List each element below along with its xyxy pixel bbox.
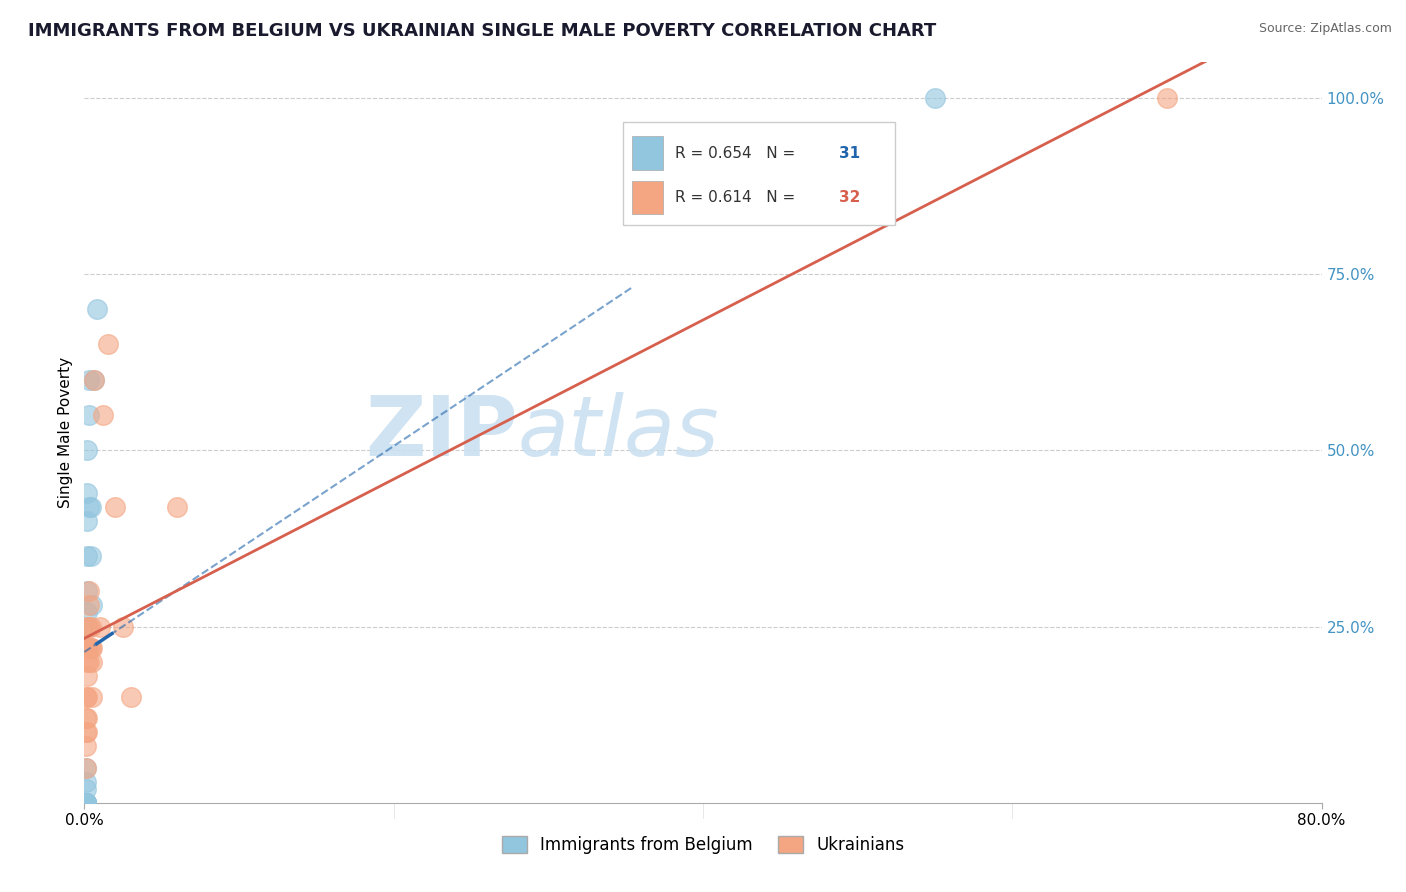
Point	[75, 760, 97, 774]
Point	[79, 549, 101, 563]
Point	[75, 796, 97, 810]
Point	[75, 796, 97, 810]
Text: IMMIGRANTS FROM BELGIUM VS UKRAINIAN SINGLE MALE POVERTY CORRELATION CHART: IMMIGRANTS FROM BELGIUM VS UKRAINIAN SIN…	[28, 22, 936, 40]
Point	[75, 760, 97, 774]
Point	[166, 500, 188, 514]
FancyBboxPatch shape	[633, 136, 664, 169]
Point	[75, 711, 97, 725]
Point	[79, 500, 101, 514]
Point	[83, 373, 105, 387]
Point	[76, 669, 98, 683]
Point	[77, 640, 100, 655]
Point	[79, 640, 101, 655]
Point	[75, 796, 97, 810]
Point	[75, 796, 97, 810]
Point	[82, 599, 104, 613]
Point	[76, 655, 98, 669]
Point	[1156, 91, 1178, 105]
FancyBboxPatch shape	[623, 121, 894, 226]
Point	[76, 725, 98, 739]
Point	[75, 796, 97, 810]
Point	[77, 655, 100, 669]
Point	[96, 337, 118, 351]
Point	[76, 619, 98, 633]
Point	[77, 373, 100, 387]
Point	[75, 796, 97, 810]
Point	[77, 584, 100, 599]
Point	[76, 443, 98, 458]
Point	[76, 549, 98, 563]
Point	[120, 690, 142, 704]
Text: atlas: atlas	[517, 392, 718, 473]
Point	[83, 373, 105, 387]
Point	[104, 500, 127, 514]
Point	[75, 739, 97, 754]
Point	[76, 619, 98, 633]
Point	[76, 584, 98, 599]
Point	[75, 796, 97, 810]
Point	[76, 690, 98, 704]
Point	[75, 796, 97, 810]
Point	[82, 640, 104, 655]
Point	[89, 619, 111, 633]
Point	[76, 640, 98, 655]
Text: 32: 32	[839, 190, 860, 205]
Point	[112, 619, 135, 633]
Point	[75, 796, 97, 810]
Point	[82, 655, 104, 669]
Y-axis label: Single Male Poverty: Single Male Poverty	[58, 357, 73, 508]
Point	[76, 485, 98, 500]
Text: 31: 31	[839, 146, 860, 161]
Point	[77, 619, 100, 633]
Point	[76, 606, 98, 620]
Point	[86, 302, 108, 317]
Point	[75, 774, 97, 789]
Point	[91, 408, 114, 422]
Text: ZIP: ZIP	[366, 392, 517, 473]
Point	[77, 500, 100, 514]
Point	[79, 619, 101, 633]
Point	[75, 690, 97, 704]
FancyBboxPatch shape	[633, 181, 664, 214]
Point	[76, 640, 98, 655]
Point	[82, 690, 104, 704]
Text: Source: ZipAtlas.com: Source: ZipAtlas.com	[1258, 22, 1392, 36]
Point	[77, 408, 100, 422]
Point	[76, 514, 98, 528]
Point	[75, 725, 97, 739]
Point	[75, 781, 97, 796]
Point	[76, 711, 98, 725]
Point	[924, 91, 946, 105]
Text: R = 0.614   N =: R = 0.614 N =	[675, 190, 800, 205]
Point	[75, 796, 97, 810]
Point	[75, 796, 97, 810]
Legend: Immigrants from Belgium, Ukrainians: Immigrants from Belgium, Ukrainians	[495, 830, 911, 861]
Text: R = 0.654   N =: R = 0.654 N =	[675, 146, 800, 161]
Point	[77, 599, 100, 613]
Point	[75, 796, 97, 810]
